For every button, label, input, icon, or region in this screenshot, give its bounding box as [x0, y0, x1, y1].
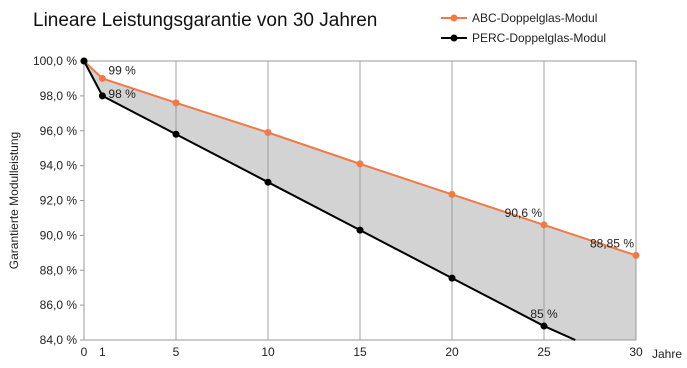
y-tick-label: 94,0 % — [40, 159, 78, 173]
y-tick-label: 96,0 % — [40, 124, 78, 138]
x-tick-label: 1 — [99, 345, 106, 359]
data-point — [172, 99, 180, 107]
x-tick-label: 20 — [445, 345, 459, 359]
x-tick-label: 10 — [261, 345, 275, 359]
y-tick-label: 84,0 % — [40, 333, 78, 347]
x-tick-label: 25 — [537, 345, 551, 359]
series-line-2 — [83, 60, 576, 341]
data-point — [448, 274, 456, 282]
data-point — [172, 130, 180, 138]
data-point — [98, 74, 106, 82]
data-point — [264, 128, 272, 136]
data-point — [356, 226, 364, 234]
legend: ABC-Doppelglas-Modul PERC-Doppelglas-Modu… — [441, 11, 606, 45]
data-point — [80, 57, 88, 65]
data-point — [264, 178, 272, 186]
y-tick-label: 88,0 % — [40, 263, 78, 277]
y-tick-label: 100,0 % — [33, 54, 77, 68]
y-tick-label: 90,0 % — [40, 228, 78, 242]
y-axis-label: Garantierte Modulleistung — [7, 132, 21, 269]
data-point — [540, 322, 548, 330]
data-point — [540, 221, 548, 229]
legend-label-1: ABC-Doppelglas-Modul — [472, 11, 597, 25]
data-label: 90,6 % — [505, 206, 543, 220]
y-tick-label: 92,0 % — [40, 194, 78, 208]
y-tick-label: 86,0 % — [40, 298, 78, 312]
x-tick-label: 30 — [629, 345, 643, 359]
data-label: 88,85 % — [590, 236, 634, 250]
x-tick-label: 15 — [353, 345, 367, 359]
series-line-1 — [83, 60, 637, 257]
x-tick-label: 5 — [173, 345, 180, 359]
chart-title: Lineare Leistungsgarantie von 30 Jahren — [33, 10, 377, 31]
y-tick-label: 98,0 % — [40, 89, 78, 103]
data-point — [98, 92, 106, 100]
data-point — [356, 160, 364, 168]
data-label: 99 % — [108, 63, 136, 77]
legend-marker-1 — [450, 14, 458, 22]
x-tick-label: 0 — [81, 345, 88, 359]
legend-marker-2 — [450, 34, 458, 42]
data-label: 85 % — [530, 307, 558, 321]
legend-label-2: PERC-Doppelglas-Modul — [472, 31, 606, 45]
data-point — [448, 190, 456, 198]
data-label: 98 % — [108, 87, 136, 101]
data-point — [632, 251, 640, 259]
x-axis-label: Jahre — [652, 347, 682, 361]
